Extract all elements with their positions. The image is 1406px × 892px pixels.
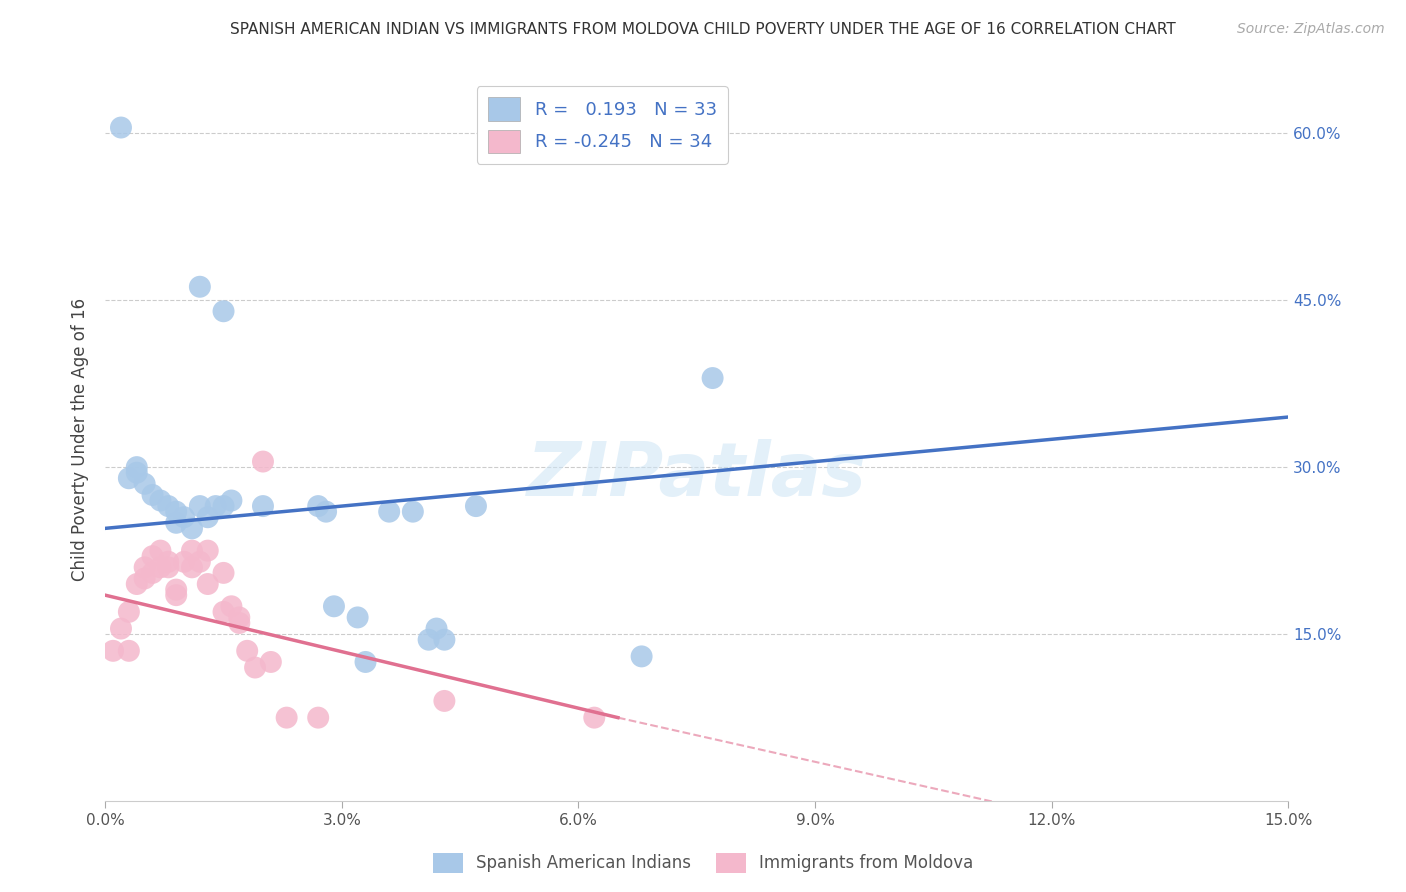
Point xyxy=(157,560,180,574)
Point xyxy=(378,505,401,519)
Point xyxy=(197,577,219,591)
Point xyxy=(149,560,172,574)
Point xyxy=(702,371,724,385)
Point xyxy=(141,566,163,580)
Point xyxy=(252,454,274,468)
Point xyxy=(212,499,235,513)
Point xyxy=(134,476,156,491)
Point xyxy=(125,577,148,591)
Point xyxy=(125,466,148,480)
Point xyxy=(188,279,211,293)
Point xyxy=(165,582,187,597)
Point xyxy=(212,566,235,580)
Text: ZIPatlas: ZIPatlas xyxy=(527,439,868,512)
Point xyxy=(118,471,141,485)
Point xyxy=(433,632,456,647)
Point xyxy=(307,499,329,513)
Point xyxy=(165,505,187,519)
Point xyxy=(307,711,329,725)
Point xyxy=(165,588,187,602)
Point xyxy=(101,644,124,658)
Point xyxy=(110,622,132,636)
Legend: Spanish American Indians, Immigrants from Moldova: Spanish American Indians, Immigrants fro… xyxy=(426,847,980,880)
Point xyxy=(134,560,156,574)
Point xyxy=(583,711,606,725)
Point xyxy=(630,649,652,664)
Point xyxy=(315,505,337,519)
Point xyxy=(252,499,274,513)
Point xyxy=(228,610,250,624)
Point xyxy=(354,655,377,669)
Point xyxy=(181,543,204,558)
Point xyxy=(425,622,447,636)
Point xyxy=(141,549,163,564)
Point xyxy=(188,499,211,513)
Text: Source: ZipAtlas.com: Source: ZipAtlas.com xyxy=(1237,22,1385,37)
Point xyxy=(197,543,219,558)
Point xyxy=(323,599,346,614)
Point xyxy=(134,571,156,585)
Point xyxy=(260,655,283,669)
Point xyxy=(197,510,219,524)
Point xyxy=(149,493,172,508)
Point xyxy=(433,694,456,708)
Point xyxy=(141,488,163,502)
Point xyxy=(418,632,440,647)
Point xyxy=(149,543,172,558)
Point xyxy=(125,460,148,475)
Point xyxy=(181,521,204,535)
Point xyxy=(228,615,250,630)
Point xyxy=(221,599,243,614)
Point xyxy=(204,499,226,513)
Point xyxy=(165,516,187,530)
Point xyxy=(212,304,235,318)
Point xyxy=(243,660,266,674)
Point xyxy=(157,499,180,513)
Point xyxy=(276,711,298,725)
Point xyxy=(465,499,488,513)
Legend: R =   0.193   N = 33, R = -0.245   N = 34: R = 0.193 N = 33, R = -0.245 N = 34 xyxy=(477,87,727,163)
Point xyxy=(188,555,211,569)
Point xyxy=(181,560,204,574)
Point xyxy=(173,555,195,569)
Point xyxy=(346,610,368,624)
Text: SPANISH AMERICAN INDIAN VS IMMIGRANTS FROM MOLDOVA CHILD POVERTY UNDER THE AGE O: SPANISH AMERICAN INDIAN VS IMMIGRANTS FR… xyxy=(231,22,1175,37)
Y-axis label: Child Poverty Under the Age of 16: Child Poverty Under the Age of 16 xyxy=(72,298,89,581)
Point xyxy=(118,644,141,658)
Point xyxy=(157,555,180,569)
Point xyxy=(110,120,132,135)
Point xyxy=(402,505,425,519)
Point xyxy=(118,605,141,619)
Point xyxy=(212,605,235,619)
Point xyxy=(221,493,243,508)
Point xyxy=(173,510,195,524)
Point xyxy=(236,644,259,658)
